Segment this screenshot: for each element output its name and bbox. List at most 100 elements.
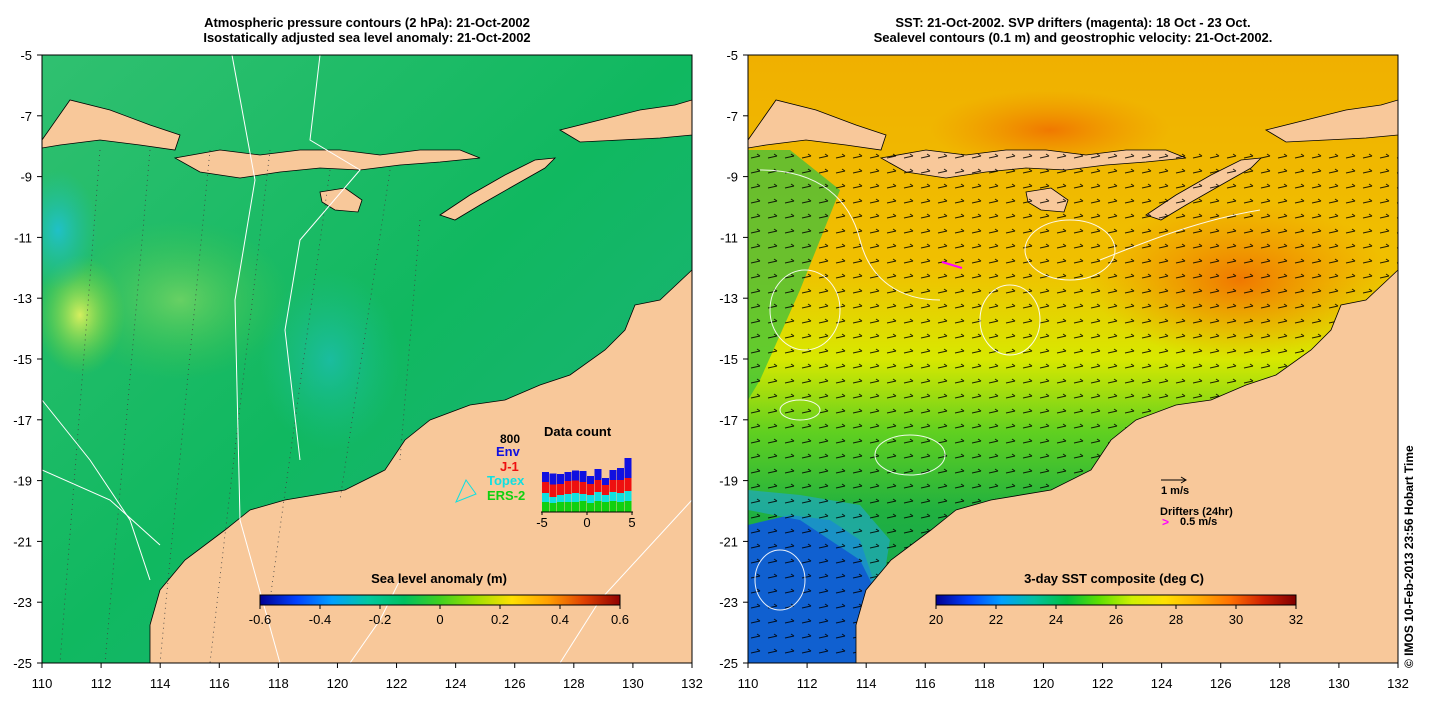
count-bar-topex [557,495,564,502]
count-bar-j1 [624,478,632,491]
left-sla-low-anomaly-2 [260,270,400,450]
right-colorbar-label: 3-day SST composite (deg C) [1024,571,1204,586]
right-lat-tick-label: -21 [719,534,738,549]
left-colorbar-tick-label: -0.2 [369,612,391,627]
data-count-inset: Data count 800 Env J-1 Topex ERS-2 -5 0 5 [455,424,636,530]
right-lon-tick-label: 130 [1328,676,1350,691]
count-bar-ers2 [557,502,564,512]
right-lat-tick-label: -9 [726,170,738,185]
right-lon-tick-label: 124 [1151,676,1173,691]
count-bar-ers2 [542,502,549,512]
right-colorbar-tick-label: 32 [1289,612,1303,627]
right-title-line2: Sealevel contours (0.1 m) and geostrophi… [873,30,1273,45]
count-bar-j1 [557,484,564,495]
velocity-scale-arrowhead [1180,476,1187,484]
count-bar-topex [549,497,557,503]
count-bar-ers2 [617,502,624,512]
left-colorbar-tick-label: -0.6 [249,612,271,627]
right-lat-tick-label: -13 [719,291,738,306]
legend-j1: J-1 [500,459,519,474]
right-lon-tick-label: 128 [1269,676,1291,691]
count-bar-env [617,468,624,480]
count-bar-j1 [564,481,572,494]
right-lat-tick-label: -11 [720,230,738,245]
left-sla-low-anomaly [42,170,98,290]
left-lat-tick-label: -23 [13,595,32,610]
count-bar-env [542,472,549,482]
drifter-legend: Drifters (24hr) > 0.5 m/s [1160,506,1233,529]
left-pressure-contours [42,55,692,663]
data-count-max-label: 800 [500,432,520,446]
left-colorbar-label: Sea level anomaly (m) [371,571,507,586]
count-bar-env [624,458,632,478]
drifter-speed-label: 0.5 m/s [1180,516,1217,528]
right-lon-tick-label: 116 [915,676,936,691]
right-north-islands [1264,99,1398,143]
left-lat-tick-label: -21 [13,534,32,549]
right-lat-tick-label: -19 [719,474,738,489]
left-lon-tick-label: 110 [32,676,53,691]
count-bar-env [609,470,617,480]
data-count-tick-label: -5 [536,515,548,530]
left-colorbar: Sea level anomaly (m) -0.6 -0.4 -0.2 0 0.2 0.… [249,571,629,627]
velocity-scale-label: 1 m/s [1161,485,1189,497]
count-bar-ers2 [549,503,557,512]
count-bar-j1 [572,480,579,493]
right-lat-tick-label: -23 [719,595,738,610]
count-bar-j1 [602,485,609,495]
count-bar-ers2 [602,502,609,512]
drifter-legend-marker: > [1162,515,1169,529]
data-count-tick-label: 5 [628,515,635,530]
left-colorbar-ramp [259,594,621,606]
left-lat-tick-label: -15 [13,352,32,367]
count-bar-j1 [587,484,594,495]
count-bar-j1 [617,480,624,493]
count-bar-env [594,469,602,480]
count-bar-env [549,473,557,485]
right-velocity-arrows [748,150,1398,663]
left-colorbar-tick-label: 0.2 [491,612,509,627]
right-lat-tick-label: -15 [719,352,738,367]
right-lon-tick-label: 114 [856,676,877,691]
right-title-line1: SST: 21-Oct-2002. SVP drifters (magenta)… [895,15,1251,30]
count-bar-j1 [542,482,549,493]
count-bar-env [579,471,587,482]
right-lat-tick-label: -17 [719,413,738,428]
right-lat-tick-label: -7 [726,109,738,124]
left-lon-tick-label: 112 [91,676,112,691]
left-panel-title: Atmospheric pressure contours (2 hPa): 2… [42,15,692,45]
count-bar-j1 [549,484,557,497]
right-axis: 110 112 114 116 118 120 122 124 126 128 130 132 -5 -7… [719,48,1409,691]
right-colorbar-tick-label: 26 [1109,612,1123,627]
right-lon-tick-label: 112 [797,676,818,691]
left-title-line1: Atmospheric pressure contours (2 hPa): 2… [204,15,530,30]
credit-label: © IMOS 10-Feb-2013 23:56 Hobart Time [1402,445,1416,668]
left-lat-tick-label: -25 [13,656,32,671]
legend-ers2: ERS-2 [487,488,525,503]
left-map [42,55,692,663]
left-lat-tick-label: -19 [13,474,32,489]
count-bar-env [602,478,609,485]
left-lon-tick-label: 128 [563,676,585,691]
right-lon-tick-label: 120 [1033,676,1055,691]
count-bar-topex [579,494,587,501]
count-bar-topex [587,495,594,503]
count-bar-env [564,472,572,481]
right-colorbar-ramp [935,594,1297,606]
left-lon-tick-label: 118 [268,676,289,691]
right-colorbar-tick-label: 24 [1049,612,1063,627]
left-lon-tick-label: 126 [504,676,526,691]
count-bar-topex [602,495,609,502]
left-colorbar-tick-label: 0 [436,612,443,627]
data-count-bars [542,458,632,512]
count-bar-ers2 [564,502,572,512]
count-bar-ers2 [572,502,579,512]
right-colorbar-tick-label: 20 [929,612,943,627]
left-satellite-tracks [59,149,421,663]
right-colorbar-tick-label: 30 [1229,612,1243,627]
count-bar-topex [542,493,549,502]
count-bar-topex [617,493,624,502]
count-bar-env [557,474,564,484]
left-java-bali [42,99,181,151]
